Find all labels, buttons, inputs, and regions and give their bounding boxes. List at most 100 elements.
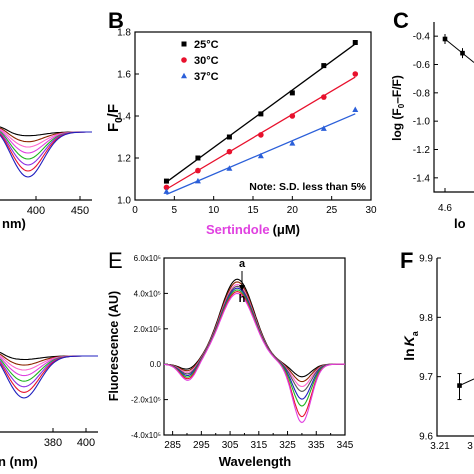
- panel-b-xtick-label: 25: [326, 205, 338, 216]
- panel-e-curve: [163, 291, 345, 418]
- panel-e-ylabel: Fluorescence (AU): [107, 291, 121, 401]
- panel-e-arrow-head: [239, 285, 245, 291]
- panel-b-point: [289, 113, 296, 119]
- panel-f-xtick-label: 3: [467, 441, 473, 452]
- panel-b-legend-marker: [181, 57, 187, 63]
- panel-a-xlabel: nm): [2, 216, 26, 231]
- panel-b-point: [321, 94, 327, 100]
- panel-b-xtick-label: 10: [208, 205, 220, 216]
- panel-b-point: [352, 71, 359, 77]
- panel-b-xlabel: Sertindole (μM): [206, 222, 300, 237]
- panel-f-ticks: 9.9 9.8 9.7 9.63.21 3: [419, 254, 473, 453]
- panel-c-ylabel: log (F0–F/F): [390, 75, 406, 141]
- panel-b-point: [321, 63, 327, 69]
- panel-b-point: [194, 177, 201, 184]
- panel-b-ylabel: F0/F: [105, 104, 125, 132]
- panel-c: C -0.4-0.6-0.8-1.0-1.2-1.4 log (F0–F/F) …: [390, 8, 474, 231]
- panel-e-ytick-label: -4.0x10⁵: [131, 431, 161, 440]
- panel-b-note: Note: S.D. less than 5%: [249, 181, 366, 193]
- panel-c-xtick-label: 4.6: [438, 203, 452, 214]
- panel-b-point: [226, 148, 233, 155]
- panel-b-point: [163, 178, 169, 184]
- panel-f-letter: F: [400, 248, 413, 273]
- panel-b-ytick-label: 1.0: [117, 196, 131, 207]
- panel-b-letter: B: [108, 8, 124, 33]
- panel-a-curve: [0, 131, 92, 178]
- panel-e-letter: E: [108, 248, 123, 273]
- panel-e-annotation-h: h: [239, 293, 246, 305]
- panel-b-legend-label: 37°C: [194, 71, 219, 83]
- panel-e: E 285 295 305 315 325 335 345 6.0x10⁵ 4.0x10⁵ 2.0…: [107, 248, 354, 469]
- panel-a: 400 450 nm): [0, 126, 92, 231]
- panel-c-ytick-label: -0.6: [413, 60, 431, 71]
- panel-f-data: [457, 373, 474, 401]
- panel-b-point: [195, 155, 201, 161]
- panel-b-point: [226, 165, 233, 171]
- panel-d-xtick-label: 380: [44, 437, 62, 449]
- panel-f-ylabel: lnKa: [401, 330, 420, 361]
- panel-e-plot-frame: [163, 257, 346, 436]
- panel-b-legend-label: 30°C: [194, 55, 219, 67]
- panel-b-legend: 25°C 30°C 37°C: [181, 39, 219, 83]
- panel-e-xtick-label: 335: [308, 440, 325, 451]
- panel-b-xtick-label: 5: [172, 205, 178, 216]
- panel-f-axes: [436, 258, 474, 437]
- panel-b: B 0 5 10 15 20 25 30 1.0 1.2 1.4 1.6 1.8 F0/F Serti…: [105, 8, 377, 237]
- panel-f-fit-line: [459, 378, 474, 387]
- panel-c-point: [442, 36, 448, 42]
- panel-d: 380 400 n (nm): [0, 351, 98, 469]
- panel-c-fit-line: [444, 38, 474, 63]
- panel-f: F 9.9 9.8 9.7 9.63.21 3 lnKa: [400, 248, 474, 452]
- panel-e-xtick-label: 345: [337, 440, 354, 451]
- panel-b-point: [257, 152, 264, 159]
- panel-f-ytick-label: 9.8: [419, 313, 433, 324]
- panel-c-xlabel: lo: [454, 216, 466, 231]
- panel-b-point: [289, 140, 296, 146]
- panel-e-xtick-label: 325: [279, 440, 296, 451]
- panel-d-curves: [0, 351, 98, 399]
- panel-e-xtick-label: 315: [250, 440, 267, 451]
- panel-f-ytick-label: 9.6: [419, 432, 433, 443]
- panel-e-curve: [163, 292, 345, 424]
- panel-a-xtick-label: 450: [71, 205, 89, 217]
- panel-e-curve: [163, 287, 345, 400]
- panel-b-point: [352, 40, 358, 45]
- panel-e-xtick-label: 295: [193, 440, 210, 451]
- panel-d-curve: [0, 355, 98, 388]
- panel-b-ytick-label: 1.6: [117, 70, 131, 81]
- panel-e-annotation-a: a: [239, 258, 246, 270]
- panel-f-xtick-label: 3.21: [430, 441, 450, 452]
- panel-e-ytick-label: 4.0x10⁵: [134, 289, 161, 298]
- panel-e-ytick-label: -2.0x10⁵: [131, 396, 161, 405]
- panel-c-ytick-label: -1.4: [413, 173, 431, 184]
- panel-c-axes: [433, 22, 474, 193]
- panel-e-curve: [163, 289, 345, 407]
- panel-b-point: [163, 184, 170, 191]
- panel-b-ticks: 0 5 10 15 20 25 30 1.0 1.2 1.4 1.6 1.8: [117, 28, 377, 217]
- panel-e-xlabel: Wavelength: [219, 454, 292, 469]
- panel-d-xlabel: n (nm): [0, 454, 38, 469]
- panel-b-point: [195, 167, 201, 174]
- panel-b-xtick-label: 0: [132, 205, 138, 216]
- panel-f-ytick-label: 9.9: [419, 254, 433, 265]
- panel-e-ytick-label: 6.0x10⁵: [134, 254, 161, 263]
- panel-e-curve: [164, 278, 345, 378]
- panel-d-xtick-label: 400: [77, 437, 95, 449]
- panel-c-ytick-label: -0.8: [413, 88, 431, 99]
- panel-b-point: [352, 106, 359, 112]
- panel-b-points: [163, 40, 359, 194]
- panel-b-xtick-label: 15: [247, 205, 259, 216]
- panel-b-point: [320, 125, 327, 131]
- panel-c-ticks: -0.4 -0.6 -0.8 -1.0 -1.2 -1.4: [413, 32, 446, 192]
- panel-e-xtick-label: 285: [164, 440, 181, 451]
- panel-b-xtick-label: 20: [287, 205, 299, 216]
- panel-b-point: [258, 111, 264, 117]
- panel-c-ytick-label: -0.4: [413, 32, 431, 43]
- panel-b-ytick-label: 1.4: [117, 112, 131, 123]
- panel-b-ytick-label: 1.2: [117, 154, 131, 165]
- panel-c-point: [460, 50, 465, 56]
- panel-e-ytick-label: 2.0x10⁵: [134, 325, 161, 334]
- panel-b-xtick-label: 30: [365, 205, 377, 216]
- panel-a-xtick-label: 400: [27, 205, 45, 217]
